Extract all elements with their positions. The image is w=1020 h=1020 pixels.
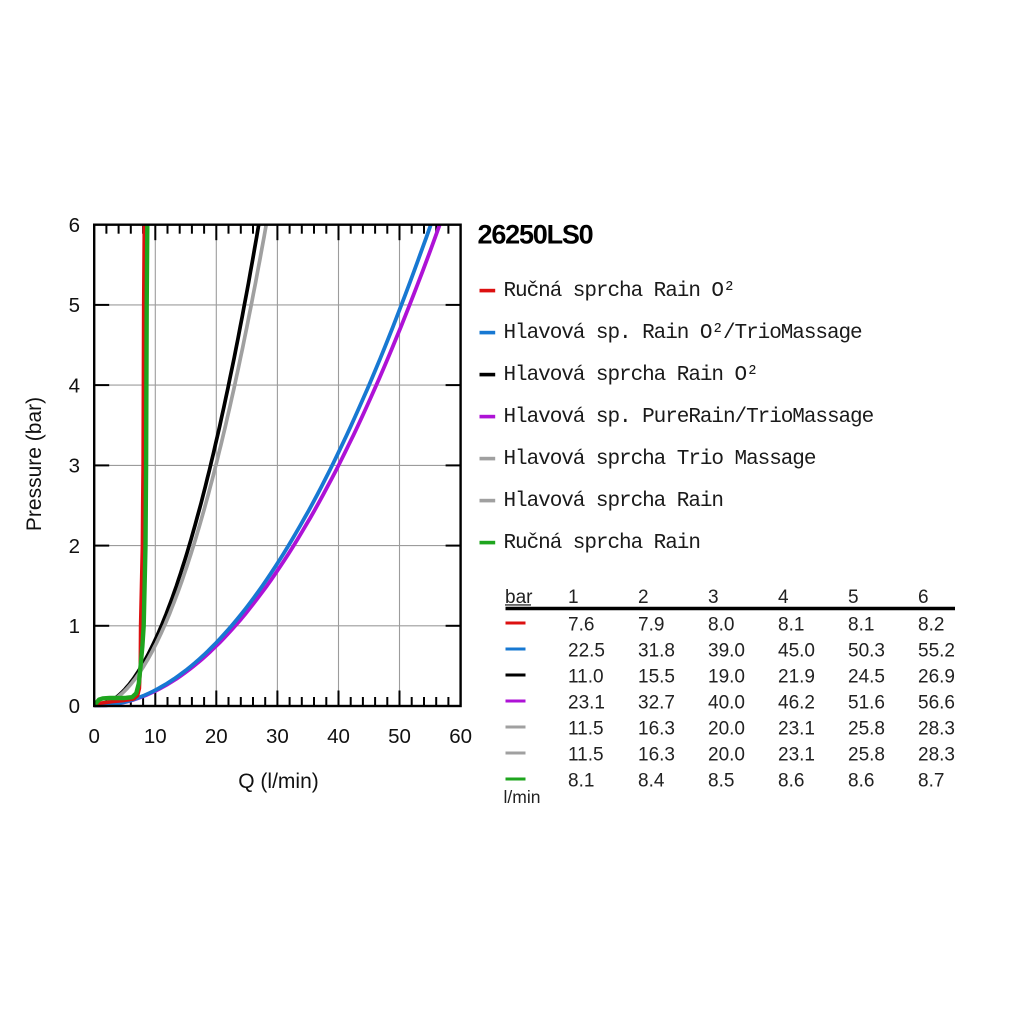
svg-text:45.0: 45.0 xyxy=(778,641,815,662)
svg-text:60: 60 xyxy=(449,725,472,748)
svg-text:Hlavová sprcha Rain: Hlavová sprcha Rain xyxy=(504,490,724,513)
svg-text:5: 5 xyxy=(848,587,859,608)
svg-text:2: 2 xyxy=(638,587,649,608)
svg-text:55.2: 55.2 xyxy=(918,641,955,662)
svg-text:7.6: 7.6 xyxy=(568,615,594,636)
svg-text:Hlavová sp. Rain O²/TrioMassag: Hlavová sp. Rain O²/TrioMassage xyxy=(504,322,863,345)
svg-text:50: 50 xyxy=(388,725,411,748)
svg-text:40.0: 40.0 xyxy=(708,693,745,714)
svg-text:25.8: 25.8 xyxy=(848,745,885,766)
svg-text:30: 30 xyxy=(266,725,289,748)
svg-text:bar: bar xyxy=(505,587,533,608)
svg-text:1: 1 xyxy=(69,615,80,638)
svg-text:8.0: 8.0 xyxy=(708,615,734,636)
svg-text:5: 5 xyxy=(69,294,80,317)
svg-text:7.9: 7.9 xyxy=(638,615,664,636)
svg-text:23.1: 23.1 xyxy=(568,693,605,714)
svg-text:6: 6 xyxy=(918,587,929,608)
svg-text:28.3: 28.3 xyxy=(918,745,955,766)
svg-text:11.5: 11.5 xyxy=(568,719,604,740)
svg-text:Ručná sprcha Rain O²: Ručná sprcha Rain O² xyxy=(504,280,735,303)
svg-text:3: 3 xyxy=(708,587,719,608)
svg-text:2: 2 xyxy=(69,535,80,558)
svg-text:23.1: 23.1 xyxy=(778,719,815,740)
svg-text:3: 3 xyxy=(69,455,80,478)
svg-text:40: 40 xyxy=(327,725,350,748)
svg-text:23.1: 23.1 xyxy=(778,745,815,766)
svg-text:51.6: 51.6 xyxy=(848,693,885,714)
svg-text:10: 10 xyxy=(144,725,167,748)
svg-text:56.6: 56.6 xyxy=(918,693,955,714)
svg-text:8.5: 8.5 xyxy=(708,771,734,792)
svg-text:11.0: 11.0 xyxy=(568,667,604,688)
svg-text:8.1: 8.1 xyxy=(778,615,804,636)
svg-text:28.3: 28.3 xyxy=(918,719,955,740)
svg-text:Q (l/min): Q (l/min) xyxy=(238,770,319,793)
svg-text:22.5: 22.5 xyxy=(568,641,605,662)
svg-text:8.7: 8.7 xyxy=(918,771,944,792)
svg-text:31.8: 31.8 xyxy=(638,641,675,662)
svg-text:8.6: 8.6 xyxy=(848,771,874,792)
svg-text:21.9: 21.9 xyxy=(778,667,815,688)
svg-text:0: 0 xyxy=(88,725,99,748)
svg-text:Pressure (bar): Pressure (bar) xyxy=(23,397,46,531)
svg-text:8.2: 8.2 xyxy=(918,615,944,636)
svg-text:20: 20 xyxy=(205,725,228,748)
svg-text:Hlavová sp. PureRain/TrioMassa: Hlavová sp. PureRain/TrioMassage xyxy=(504,406,874,429)
svg-text:32.7: 32.7 xyxy=(638,693,675,714)
svg-text:26.9: 26.9 xyxy=(918,667,955,688)
svg-text:Ručná sprcha Rain: Ručná sprcha Rain xyxy=(504,532,700,555)
svg-text:16.3: 16.3 xyxy=(638,745,675,766)
svg-text:4: 4 xyxy=(69,374,80,397)
svg-text:24.5: 24.5 xyxy=(848,667,885,688)
svg-text:8.1: 8.1 xyxy=(568,771,594,792)
svg-text:15.5: 15.5 xyxy=(638,667,675,688)
svg-text:16.3: 16.3 xyxy=(638,719,675,740)
svg-text:39.0: 39.0 xyxy=(708,641,745,662)
svg-text:11.5: 11.5 xyxy=(568,745,604,766)
svg-text:46.2: 46.2 xyxy=(778,693,815,714)
svg-text:Hlavová sprcha Rain O²: Hlavová sprcha Rain O² xyxy=(504,364,758,387)
svg-text:8.6: 8.6 xyxy=(778,771,804,792)
svg-text:6: 6 xyxy=(69,214,80,237)
svg-text:26250LS0: 26250LS0 xyxy=(478,220,593,250)
svg-text:20.0: 20.0 xyxy=(708,745,745,766)
svg-text:8.1: 8.1 xyxy=(848,615,874,636)
svg-text:19.0: 19.0 xyxy=(708,667,745,688)
svg-text:50.3: 50.3 xyxy=(848,641,885,662)
svg-text:l/min: l/min xyxy=(504,787,541,807)
svg-text:8.4: 8.4 xyxy=(638,771,665,792)
svg-text:Hlavová sprcha Trio Massage: Hlavová sprcha Trio Massage xyxy=(504,448,816,471)
svg-text:25.8: 25.8 xyxy=(848,719,885,740)
svg-text:20.0: 20.0 xyxy=(708,719,745,740)
svg-text:1: 1 xyxy=(568,587,579,608)
svg-text:0: 0 xyxy=(69,695,80,718)
svg-text:4: 4 xyxy=(778,587,789,608)
